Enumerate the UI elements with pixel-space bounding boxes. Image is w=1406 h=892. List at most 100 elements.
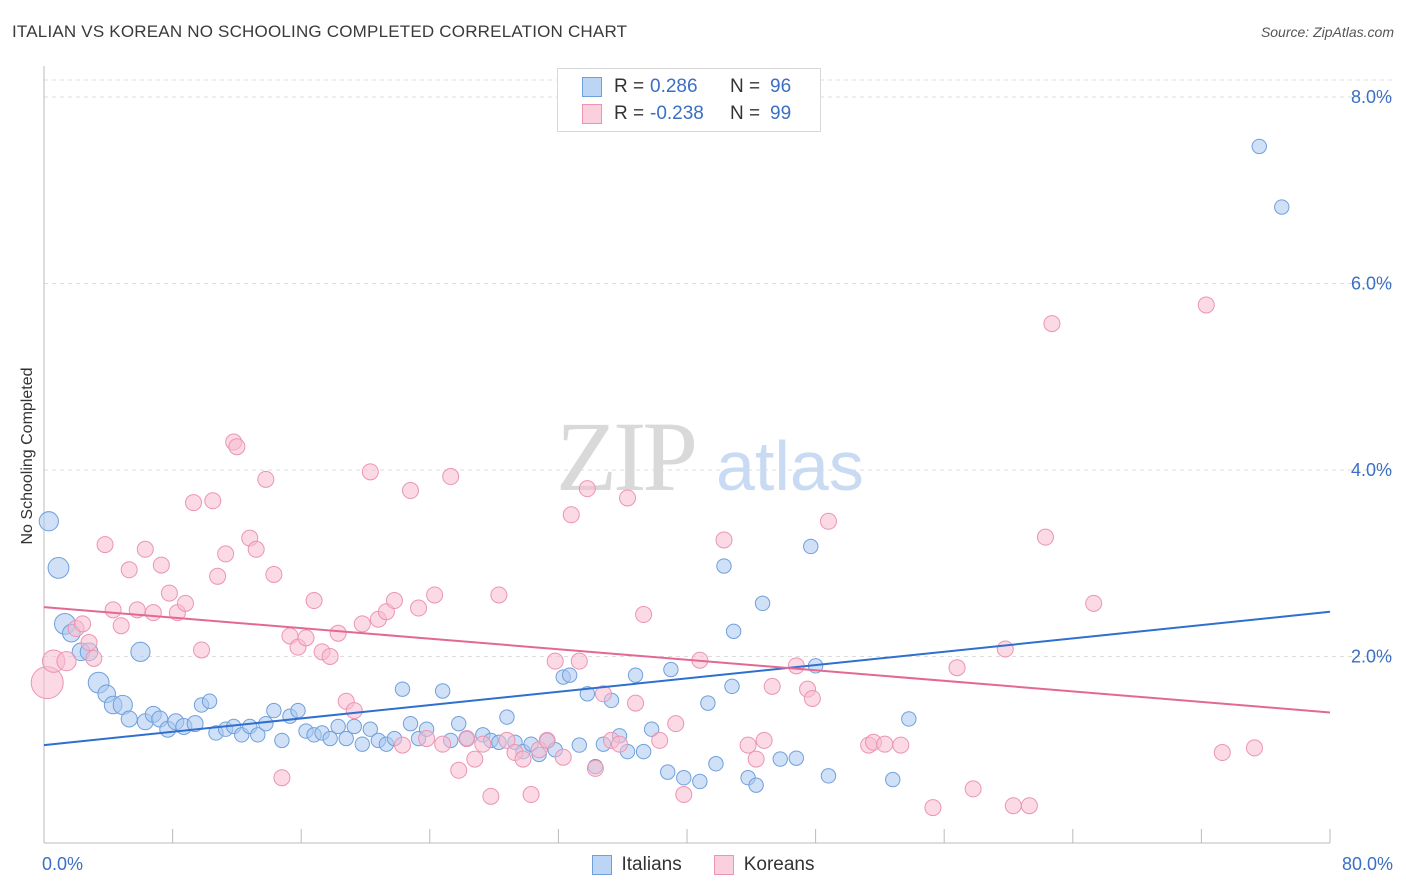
korean-point — [418, 730, 436, 748]
korean-point — [739, 736, 757, 754]
italian-point — [346, 718, 362, 735]
korean-point — [570, 652, 588, 670]
axes — [43, 66, 1331, 844]
korean-point — [144, 604, 162, 622]
korean-point — [1213, 744, 1231, 762]
italians-legend-label: Italians — [621, 854, 682, 875]
korean-point — [619, 489, 637, 507]
italian-point — [38, 511, 59, 532]
korean-point — [675, 786, 693, 804]
korean-point — [667, 715, 685, 733]
korean-point — [104, 601, 122, 619]
korean-point — [434, 735, 452, 753]
koreans-swatch — [582, 104, 602, 124]
korean-point — [402, 482, 420, 500]
italian-point — [266, 702, 282, 719]
n-label: N = — [730, 76, 761, 97]
korean-point — [522, 786, 540, 804]
korean-point — [627, 694, 645, 712]
korean-point — [176, 594, 194, 612]
stats-legend: R = 0.286 N = 96 R = -0.238 N = 99 — [557, 68, 821, 132]
korean-point — [1036, 528, 1054, 546]
korean-point — [1020, 797, 1038, 815]
korean-point — [120, 561, 138, 579]
italian-point — [725, 623, 742, 640]
korean-point — [635, 606, 653, 624]
korean-point — [651, 731, 669, 749]
korean-point — [85, 649, 103, 667]
italian-point — [451, 715, 467, 732]
korean-point — [321, 648, 339, 665]
korean-point — [265, 565, 283, 583]
korean-point — [56, 651, 77, 672]
chart-title: ITALIAN VS KOREAN NO SCHOOLING COMPLETED… — [12, 22, 628, 41]
x-tick-label: 80.0% — [1342, 854, 1393, 874]
korean-point — [554, 748, 572, 766]
r-value: -0.238 — [650, 103, 704, 124]
korean-point — [763, 677, 781, 695]
korean-point — [209, 567, 227, 585]
korean-point — [715, 531, 733, 549]
koreans-points — [30, 296, 1263, 817]
korean-point — [184, 494, 202, 512]
y-tick-label: 8.0% — [1351, 87, 1392, 107]
italian-point — [394, 681, 411, 697]
chart-source: Source: ZipAtlas.com — [1260, 24, 1394, 40]
italian-point — [561, 667, 578, 683]
watermark-atlas: atlas — [716, 427, 864, 505]
korean-point — [329, 624, 347, 642]
italian-point — [820, 768, 837, 784]
korean-point — [578, 480, 596, 498]
italian-point — [635, 743, 652, 760]
korean-point — [948, 659, 966, 677]
italian-point — [676, 770, 692, 786]
tick-labels: 2.0% 4.0% 6.0% 8.0% 0.0% 80.0% — [42, 87, 1393, 874]
korean-point — [996, 640, 1014, 658]
korean-point — [546, 652, 564, 670]
korean-point — [1245, 739, 1263, 757]
trend-lines — [43, 606, 1331, 747]
korean-point — [1085, 594, 1103, 612]
italian-point — [290, 702, 306, 719]
legend-item-italians[interactable]: Italians — [591, 854, 682, 876]
korean-point — [217, 545, 235, 563]
italians-swatch — [582, 77, 602, 97]
italian-point — [130, 641, 151, 662]
korean-point — [538, 731, 556, 749]
italian-point — [362, 721, 379, 737]
italian-point — [754, 595, 771, 612]
korean-point — [803, 689, 821, 707]
italian-point — [258, 715, 274, 732]
italian-point — [120, 710, 138, 728]
italian-point — [724, 678, 740, 695]
korean-point — [204, 492, 222, 510]
korean-point — [747, 750, 765, 768]
korean-point — [297, 629, 315, 647]
korean-point — [474, 735, 492, 753]
korean-point — [514, 750, 532, 768]
r-value: 0.286 — [650, 76, 698, 97]
legend-item-koreans[interactable]: Koreans — [713, 854, 815, 876]
italians-legend-swatch — [591, 855, 612, 875]
korean-point — [393, 736, 411, 754]
italians-trend-line — [43, 610, 1331, 747]
korean-point — [482, 787, 500, 805]
italian-point — [627, 667, 644, 683]
italian-point — [901, 711, 917, 727]
italian-point — [201, 693, 218, 709]
korean-point — [442, 468, 460, 486]
korean-point — [490, 586, 508, 604]
korean-point — [193, 641, 211, 659]
korean-point — [562, 506, 580, 524]
italian-point — [322, 730, 338, 747]
koreans-legend-label: Koreans — [743, 854, 815, 875]
korean-point — [466, 750, 484, 768]
y-tick-label: 4.0% — [1351, 460, 1392, 480]
italian-point — [643, 721, 660, 737]
koreans-trend-line — [43, 606, 1331, 714]
italian-point — [716, 558, 732, 574]
korean-point — [1004, 797, 1022, 815]
korean-point — [273, 769, 291, 787]
korean-point — [353, 615, 371, 633]
